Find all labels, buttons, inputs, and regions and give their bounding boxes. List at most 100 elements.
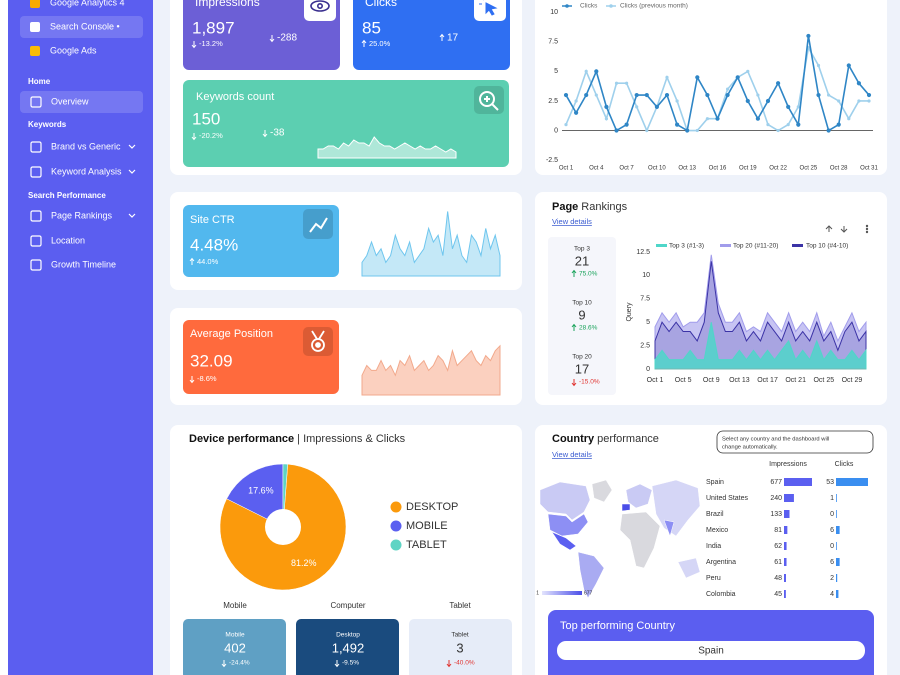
europe[interactable] xyxy=(625,483,653,509)
chevron xyxy=(128,169,136,174)
nav-source[interactable]: Search Console • xyxy=(50,21,120,31)
map-legend-bar xyxy=(542,591,582,595)
device-card xyxy=(409,619,512,675)
nav-highlight xyxy=(20,16,143,38)
nav-item[interactable]: Brand vs Generic xyxy=(51,141,121,151)
rank-summary-bg xyxy=(548,237,616,395)
change-arrow xyxy=(571,269,577,277)
nav-source[interactable]: Google Analytics 4 xyxy=(50,0,125,7)
x-tick-label: Oct 31 xyxy=(860,166,878,172)
clicks-bar xyxy=(836,542,837,550)
north-america[interactable] xyxy=(539,481,591,521)
pie-hole xyxy=(265,509,301,545)
change-text: -38 xyxy=(270,128,285,139)
change-arrow xyxy=(191,133,197,141)
nav-item[interactable]: Keyword Analysis xyxy=(51,166,122,176)
medal-icon xyxy=(311,330,325,352)
nav-item[interactable]: Overview xyxy=(51,96,89,106)
kpi-title: Keywords count xyxy=(196,91,274,103)
device-card-label: Desktop xyxy=(336,632,360,639)
spain[interactable] xyxy=(621,503,631,512)
x-tick-label: Oct 13 xyxy=(729,377,750,384)
trend-icon xyxy=(309,217,328,233)
view-details-link[interactable]: View details xyxy=(552,450,592,459)
chart-tools[interactable] xyxy=(825,224,869,234)
top-country-pill xyxy=(557,641,865,660)
line-point xyxy=(705,92,710,98)
y-tick-label: 7.5 xyxy=(548,39,558,46)
kpi-title: Site CTR xyxy=(190,214,235,226)
line-point xyxy=(675,99,679,103)
line-point xyxy=(857,99,861,103)
line-point xyxy=(634,92,639,98)
line-point xyxy=(786,123,790,127)
nav-item[interactable]: Page Rankings xyxy=(51,210,113,220)
africa[interactable] xyxy=(619,511,661,569)
y-tick-label: 12.5 xyxy=(636,249,650,256)
change-arrow xyxy=(221,660,227,668)
x-tick-label: Oct 21 xyxy=(785,377,806,384)
legend-swatch xyxy=(792,244,803,247)
change-arrow xyxy=(571,323,577,331)
clicks-bar xyxy=(836,526,840,534)
asia[interactable] xyxy=(651,479,701,537)
india[interactable] xyxy=(663,519,675,537)
change-arrow xyxy=(262,130,268,138)
top-country-value: Spain xyxy=(698,646,724,657)
nav-item[interactable]: Growth Timeline xyxy=(51,259,116,269)
line-point xyxy=(796,122,801,127)
x-tick-label: Oct 25 xyxy=(800,166,818,172)
note-text: change automatically. xyxy=(722,445,778,451)
clicks-bar xyxy=(836,574,838,582)
x-tick-label: Oct 5 xyxy=(675,377,692,384)
kpi-card xyxy=(183,0,340,70)
south-america[interactable] xyxy=(577,551,605,599)
kpi-value: 1,897 xyxy=(192,18,235,37)
line-point xyxy=(725,92,730,98)
country-name: Argentina xyxy=(706,559,736,566)
greenland[interactable] xyxy=(591,479,613,503)
change-arrow xyxy=(334,660,340,668)
australia[interactable] xyxy=(677,557,701,579)
nav-item[interactable]: Location xyxy=(51,235,85,245)
clicks-bar xyxy=(836,590,839,598)
legend-swatch xyxy=(720,244,731,247)
line-point xyxy=(786,104,791,109)
change-text: -8.6% xyxy=(197,374,217,383)
mexico[interactable] xyxy=(551,531,577,551)
line-point xyxy=(765,98,771,104)
line-point xyxy=(574,99,578,103)
line-point xyxy=(796,105,800,109)
line-point xyxy=(654,104,660,109)
usa[interactable] xyxy=(547,513,589,537)
kpi-card xyxy=(353,0,510,70)
clicks-value: 6 xyxy=(830,527,834,534)
impressions-bar xyxy=(784,478,812,486)
y-tick-label: 2.5 xyxy=(548,98,558,105)
legend-label: TABLET xyxy=(406,539,447,551)
nav-source[interactable]: Google Ads xyxy=(50,45,97,55)
change-text: -20.2% xyxy=(199,131,223,140)
column-label: Mobile xyxy=(223,601,247,610)
world-map[interactable] xyxy=(539,479,701,599)
kpi-value: 150 xyxy=(192,109,220,128)
legend-label: MOBILE xyxy=(406,520,448,532)
line-point xyxy=(675,122,680,127)
kpi-value: 32.09 xyxy=(190,351,233,370)
kpi-value: 4.48% xyxy=(190,235,238,254)
x-tick-label: Oct 1 xyxy=(559,166,574,172)
legend-dot xyxy=(390,539,402,551)
line-point xyxy=(866,92,872,98)
impressions-bar xyxy=(784,574,786,582)
title-bold: Page xyxy=(552,201,578,213)
view-details-link[interactable]: View details xyxy=(552,217,592,226)
change-text: -9.5% xyxy=(342,660,359,667)
line-point xyxy=(766,123,770,127)
clicks-value: 4 xyxy=(830,591,834,598)
source-icon xyxy=(30,22,40,32)
impressions-value: 677 xyxy=(770,479,782,486)
device-card-value: 402 xyxy=(224,640,246,655)
impressions-bar xyxy=(784,510,790,518)
impressions-value: 81 xyxy=(774,527,782,534)
